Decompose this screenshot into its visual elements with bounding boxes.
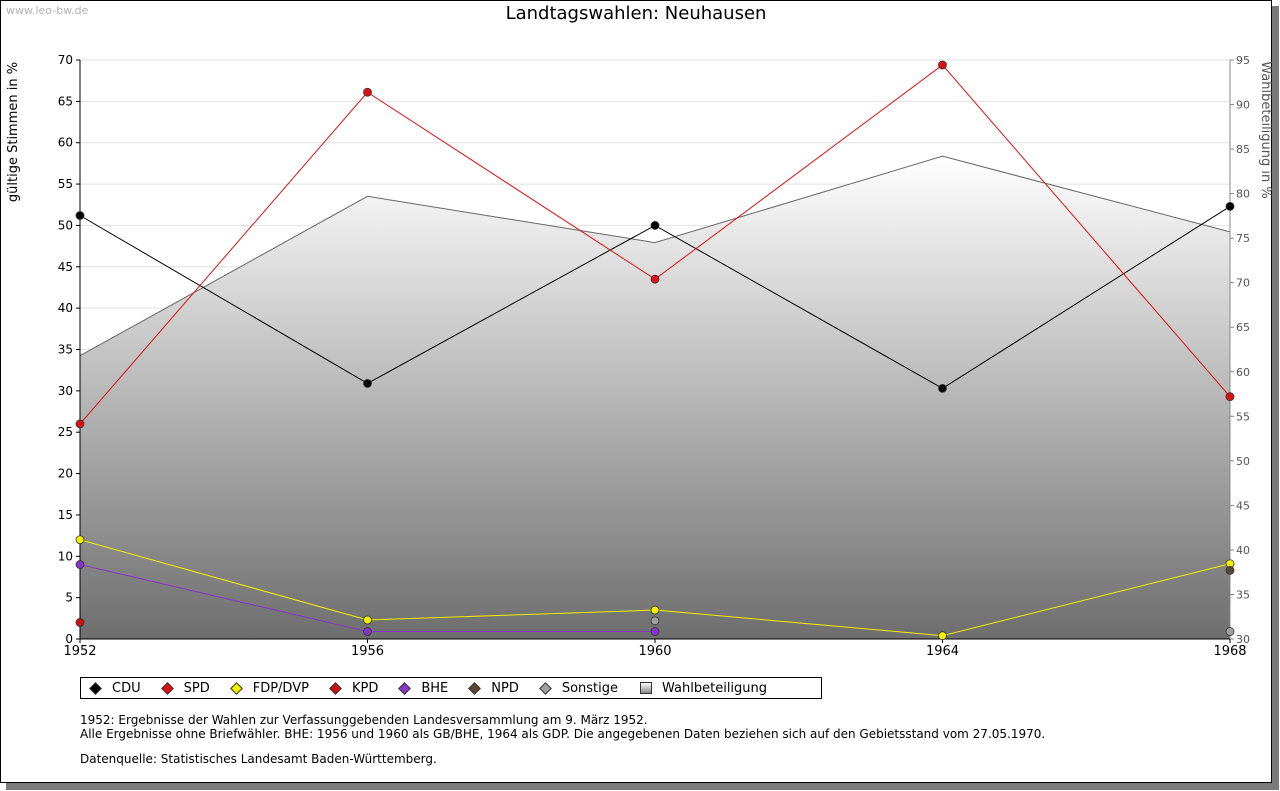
data-point-fdp-dvp: [75, 535, 85, 545]
data-point-fdp-dvp: [650, 605, 660, 615]
legend-marker-wahlbeteiligung: [640, 682, 653, 694]
y-tick-label: 10: [58, 549, 73, 563]
legend-label-wahlbeteiligung: Wahlbeteiligung: [662, 680, 768, 696]
y-tick-label: 0: [65, 632, 73, 646]
data-point-spd: [75, 419, 85, 429]
y-tick-label: 30: [58, 384, 73, 398]
y-tick-label: 5: [65, 591, 73, 605]
legend-label-bhe: BHE: [421, 680, 449, 696]
y-tick-label: 65: [58, 94, 73, 108]
y-tick-label: 35: [58, 343, 73, 357]
data-point-bhe: [363, 627, 372, 636]
legend-label-fdp-dvp: FDP/DVP: [252, 680, 309, 696]
chart-svg: 0 5 10 15 20 25 30 35 40 45 50 55 60 65 70 30 35 40 45 50 55…: [6, 53, 1272, 659]
data-point-spd: [363, 87, 372, 97]
legend-label-kpd: KPD: [351, 680, 379, 696]
data-point-cdu: [75, 211, 85, 220]
data-point-bhe: [650, 627, 660, 636]
y-tick-label: 20: [58, 467, 73, 481]
legend-item-npd: NPD: [468, 680, 519, 696]
legend-label-npd: NPD: [491, 680, 519, 696]
data-point-bhe: [75, 560, 85, 569]
y-axis-label: gültige Stimmen in %: [6, 62, 21, 202]
data-point-kpd: [75, 618, 85, 627]
series-layer: [75, 60, 1235, 641]
legend-item-kpd: KPD: [329, 680, 379, 696]
data-point-npd: [1225, 565, 1235, 575]
legend-label-spd: SPD: [183, 680, 210, 696]
chart-title: Landtagswahlen: Neuhausen: [505, 3, 767, 24]
y-tick-label: 55: [58, 177, 73, 191]
x-tick-label: 1952: [63, 644, 96, 659]
legend-item-fdp-dvp: FDP/DVP: [229, 680, 309, 696]
y2-tick-label: 75: [1236, 232, 1250, 245]
y-tick-label: 40: [58, 301, 73, 315]
y2-tick-label: 65: [1236, 321, 1250, 334]
y2-tick-label: 60: [1236, 366, 1250, 379]
data-point-spd: [650, 274, 660, 284]
y2-tick-label: 95: [1236, 54, 1250, 67]
legend-marker-fdp-dvp: [229, 681, 243, 695]
data-source: Datenquelle: Statistisches Landesamt Bad…: [80, 752, 437, 766]
y2-tick-label: 40: [1236, 544, 1250, 557]
legend-item-cdu: CDU: [89, 680, 141, 696]
y-tick-label: 60: [58, 136, 73, 150]
note-line-1: 1952: Ergebnisse der Wahlen zur Verfassu…: [80, 713, 648, 727]
data-point-cdu: [650, 221, 660, 230]
y2-tick-label: 80: [1236, 188, 1250, 201]
legend: CDU SPD FDP/DVP KPD BHE NPD Sonstige Wahlbeteil…: [80, 677, 822, 699]
y-tick-label: 15: [58, 508, 73, 522]
data-point-cdu: [938, 383, 947, 393]
notes: 1952: Ergebnisse der Wahlen zur Verfassu…: [80, 713, 1045, 741]
data-point-sonstige: [1225, 627, 1235, 636]
legend-item-spd: SPD: [160, 680, 210, 696]
x-tick-label: 1964: [926, 644, 959, 659]
data-point-cdu: [363, 379, 372, 388]
data-point-fdp-dvp: [938, 631, 947, 641]
y2-axis-label: Wahlbeteiligung in %: [1258, 61, 1272, 198]
legend-marker-spd: [160, 681, 174, 695]
legend-marker-sonstige: [538, 681, 552, 695]
data-point-fdp-dvp: [363, 615, 372, 625]
y2-tick-label: 55: [1236, 410, 1250, 423]
legend-marker-kpd: [329, 681, 342, 695]
y2-tick-label: 30: [1236, 633, 1250, 646]
y2-tick-label: 90: [1236, 99, 1250, 112]
axes: 0 5 10 15 20 25 30 35 40 45 50 55 60 65 70 30 35 40 45 50 55…: [58, 53, 1250, 659]
y2-tick-label: 85: [1236, 143, 1250, 156]
y-tick-label: 70: [58, 53, 73, 67]
data-point-spd: [938, 60, 947, 70]
legend-marker-npd: [468, 681, 482, 695]
legend-marker-bhe: [398, 681, 412, 695]
note-line-2: Alle Ergebnisse ohne Briefwähler. BHE: 1…: [80, 727, 1046, 741]
y2-tick-label: 35: [1236, 588, 1250, 601]
x-tick-label: 1968: [1213, 644, 1246, 659]
legend-item-bhe: BHE: [398, 680, 449, 696]
turnout-line: [79, 155, 1231, 357]
turnout-area: [80, 156, 1230, 640]
x-tick-label: 1960: [638, 644, 671, 659]
watermark: www.leo-bw.de: [6, 4, 89, 17]
data-point-sonstige: [650, 616, 660, 626]
legend-label-cdu: CDU: [112, 680, 141, 696]
turnout-area-layer: [79, 155, 1231, 640]
y-tick-label: 25: [58, 425, 73, 439]
data-point-spd: [1225, 392, 1235, 402]
frame-shadow-right: [1272, 6, 1279, 790]
legend-marker-cdu: [89, 681, 102, 695]
y2-tick-label: 50: [1236, 455, 1250, 468]
legend-item-sonstige: Sonstige: [538, 680, 619, 696]
legend-label-sonstige: Sonstige: [561, 680, 619, 696]
data-point-cdu: [1225, 202, 1235, 211]
frame-shadow-bottom: [6, 783, 1279, 790]
legend-item-wahlbeteiligung: Wahlbeteiligung: [640, 681, 767, 696]
y2-tick-label: 45: [1236, 499, 1250, 512]
x-tick-label: 1956: [351, 644, 384, 659]
y2-tick-label: 70: [1236, 277, 1250, 290]
y-tick-label: 50: [58, 218, 73, 232]
y-tick-label: 45: [58, 260, 73, 274]
